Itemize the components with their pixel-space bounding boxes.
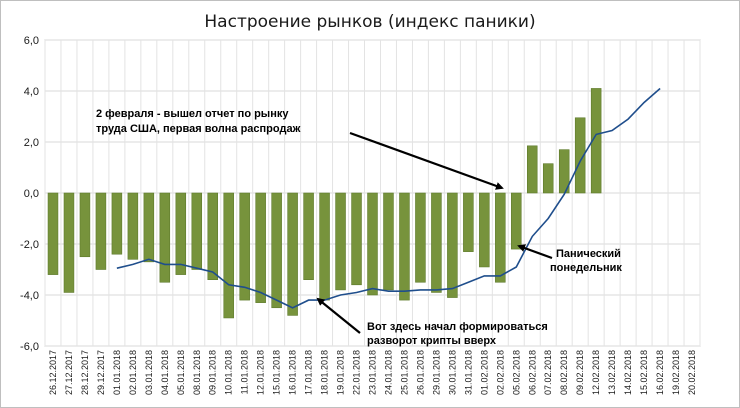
- bar-25.01.2018: [399, 192, 410, 301]
- x-tick-label: 23.01.2018: [368, 350, 378, 395]
- bar-16.01.2018: [287, 192, 298, 316]
- annotation-arrow-feb2: [349, 131, 504, 190]
- bar-04.01.2018: [159, 192, 171, 283]
- x-tick-label: 14.02.2018: [623, 350, 633, 395]
- bar-17.01.2018: [303, 192, 314, 280]
- bar-06.02.2018: [527, 145, 538, 194]
- bar-30.01.2018: [447, 192, 458, 298]
- annotation-panic-monday-line1: Панический: [556, 248, 621, 260]
- x-tick-label: 04.01.2018: [160, 350, 170, 395]
- bar-01.01.2018: [111, 192, 123, 255]
- x-tick-label: 01.01.2018: [112, 350, 122, 395]
- bar-08.01.2018: [191, 192, 203, 270]
- x-tick-label: 06.02.2018: [527, 350, 537, 395]
- x-tick-label: 17.01.2018: [304, 350, 314, 395]
- bar-24.01.2018: [383, 192, 394, 291]
- x-tick-label: 26.01.2018: [415, 350, 425, 395]
- x-tick-label: 22.01.2018: [352, 350, 362, 395]
- chart-title: Настроение рынков (индекс паники): [204, 12, 535, 32]
- annotation-arrow-panic-monday: [517, 244, 553, 260]
- annotations-layer: 2 февраля - вышел отчет по рынку труда С…: [96, 108, 622, 347]
- x-tick-label: 01.02.2018: [479, 350, 489, 395]
- bar-03.01.2018: [143, 192, 155, 263]
- bar-26.01.2018: [415, 192, 426, 283]
- y-tick-label: -4,0: [20, 290, 39, 302]
- bar-02.02.2018: [495, 192, 506, 283]
- bar-02.01.2018: [127, 192, 139, 260]
- bar-09.02.2018: [574, 117, 586, 194]
- x-tick-label: 05.02.2018: [511, 350, 521, 395]
- x-tick-label: 09.01.2018: [208, 350, 218, 395]
- x-tick-label: 16.01.2018: [288, 350, 298, 395]
- x-tick-label: 19.02.2018: [671, 350, 681, 395]
- y-tick-label: 4,0: [24, 86, 39, 98]
- x-tick-label: 08.01.2018: [192, 350, 202, 395]
- x-tick-label: 26.12.2017: [48, 350, 58, 395]
- y-tick-label: -6,0: [20, 341, 39, 353]
- y-tick-label: -2,0: [20, 239, 39, 251]
- x-tick-label: 31.01.2018: [463, 350, 473, 395]
- bar-26.12.2017: [47, 192, 59, 275]
- x-tick-label: 29.01.2018: [431, 350, 441, 395]
- x-tick-label: 12.01.2018: [256, 350, 266, 395]
- x-tick-label: 16.02.2018: [655, 350, 665, 395]
- y-tick-label: 6,0: [24, 35, 39, 47]
- bar-27.12.2017: [63, 192, 75, 293]
- annotation-feb2-line2: труда США, первая волна распродаж: [96, 123, 301, 135]
- line-layer: [116, 87, 661, 309]
- x-axis-ticks: 26.12.2017 27.12.2017 28.12.2017 29.12.2017…: [48, 350, 697, 395]
- bar-29.12.2017: [95, 192, 107, 270]
- y-tick-label: 2,0: [24, 137, 39, 149]
- annotation-arrow-reversal: [316, 297, 361, 334]
- bar-12.01.2018: [255, 192, 266, 303]
- bar-05.01.2018: [175, 192, 187, 275]
- bar-19.01.2018: [335, 192, 346, 291]
- bar-15.01.2018: [271, 192, 282, 309]
- bar-05.02.2018: [511, 192, 522, 250]
- x-tick-label: 03.01.2018: [144, 350, 154, 395]
- bar-07.02.2018: [542, 163, 554, 194]
- annotation-reversal-line2: разворот крипты вверх: [367, 335, 497, 347]
- bar-22.01.2018: [351, 192, 362, 286]
- x-tick-label: 27.12.2017: [64, 350, 74, 395]
- x-tick-label: 11.01.2018: [240, 350, 250, 394]
- x-tick-label: 13.02.2018: [607, 350, 617, 395]
- bar-28.12.2017: [79, 192, 91, 258]
- x-tick-label: 08.02.2018: [559, 350, 569, 395]
- x-tick-label: 24.01.2018: [383, 350, 393, 395]
- x-tick-label: 15.01.2018: [272, 350, 282, 395]
- bar-11.01.2018: [239, 192, 250, 301]
- x-tick-label: 02.01.2018: [128, 350, 138, 395]
- bars-layer: [47, 88, 602, 319]
- bar-12.02.2018: [590, 88, 602, 194]
- x-tick-label: 02.02.2018: [495, 350, 505, 395]
- x-tick-label: 12.02.2018: [591, 350, 601, 395]
- bar-09.01.2018: [207, 192, 218, 280]
- x-tick-label: 29.12.2017: [96, 350, 106, 395]
- bar-29.01.2018: [431, 192, 442, 293]
- x-tick-label: 10.01.2018: [224, 350, 234, 395]
- x-tick-label: 25.01.2018: [399, 350, 409, 395]
- x-tick-label: 28.12.2017: [80, 350, 90, 395]
- annotation-panic-monday-line2: понедельник: [550, 262, 622, 274]
- bar-31.01.2018: [463, 192, 474, 252]
- bar-01.02.2018: [479, 192, 490, 268]
- x-tick-label: 15.02.2018: [639, 350, 649, 395]
- bar-10.01.2018: [223, 192, 234, 319]
- x-tick-label: 09.02.2018: [575, 350, 585, 395]
- x-tick-label: 20.02.2018: [687, 350, 697, 395]
- y-axis-ticks: 6,0 4,0 2,0 0,0 -2,0 -4,0 -6,0: [20, 35, 39, 353]
- annotation-feb2-line1: 2 февраля - вышел отчет по рынку: [96, 108, 289, 120]
- annotation-reversal-line1: Вот здесь начал формироваться: [367, 321, 548, 333]
- y-tick-label: 0,0: [24, 188, 39, 200]
- x-tick-label: 19.01.2018: [336, 350, 346, 395]
- bar-23.01.2018: [367, 192, 378, 296]
- x-tick-label: 07.02.2018: [543, 350, 553, 395]
- bar-18.01.2018: [319, 192, 330, 301]
- x-tick-label: 18.01.2018: [320, 350, 330, 395]
- x-tick-label: 05.01.2018: [176, 350, 186, 395]
- x-tick-label: 30.01.2018: [447, 350, 457, 395]
